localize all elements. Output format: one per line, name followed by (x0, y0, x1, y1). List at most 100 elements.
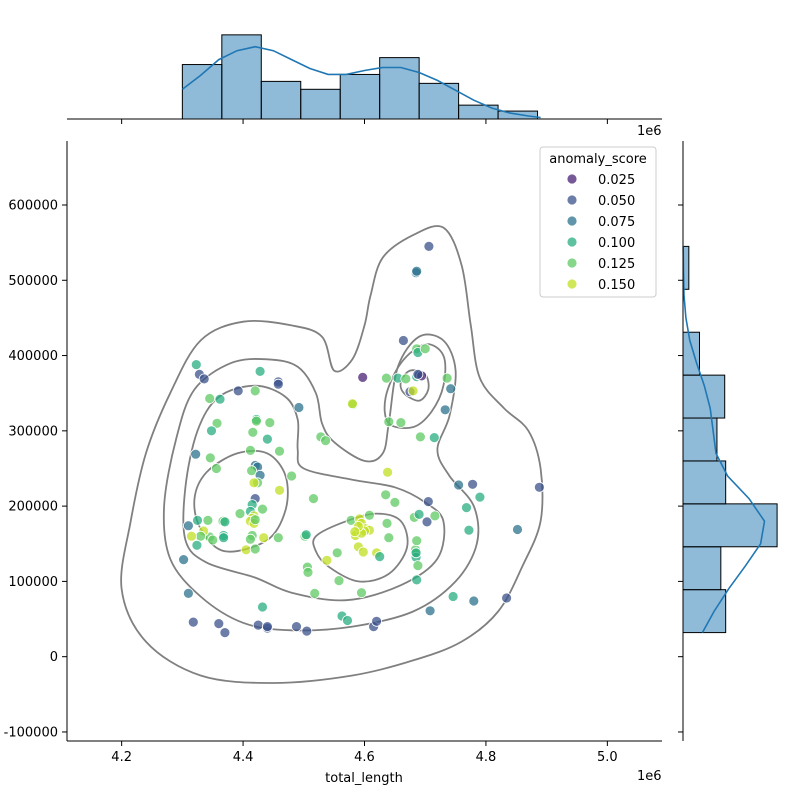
scatter-point (192, 515, 203, 526)
scatter-point (447, 591, 459, 602)
scatter-point (232, 385, 244, 397)
scatter-point (250, 415, 262, 427)
scatter-point (331, 547, 343, 559)
x-tick-label: 4.8 (476, 750, 497, 765)
histogram-bar (458, 104, 499, 120)
scatter-point (357, 546, 369, 558)
scatter-point (411, 265, 423, 277)
scatter-point (395, 417, 407, 429)
scatter-point (422, 496, 434, 508)
scatter-point (383, 532, 395, 544)
histogram-bar (221, 34, 262, 120)
legend-label: 0.150 (598, 278, 635, 293)
histogram-bar (682, 460, 727, 505)
scatter-point (381, 518, 393, 529)
scatter-point (234, 508, 246, 519)
y-tick-label: 300000 (8, 424, 58, 439)
scatter-point (356, 587, 367, 599)
scatter-point (272, 532, 284, 544)
scatter-point (206, 425, 217, 437)
legend-marker (566, 215, 578, 227)
scatter-point (441, 372, 453, 384)
scatter-point (445, 383, 457, 395)
scatter-point (204, 393, 216, 404)
histogram-bar (260, 80, 302, 120)
scatter-point (320, 435, 332, 447)
scatter-point (249, 543, 261, 555)
scatter-point (195, 530, 207, 542)
scatter-point (389, 496, 401, 508)
scatter-point (468, 595, 480, 607)
scatter-point (374, 551, 386, 562)
scatter-point (249, 385, 261, 397)
scatter-point (182, 520, 194, 532)
kde-contour-line (312, 512, 409, 583)
legend-label: 0.075 (598, 215, 635, 230)
scatter-point (300, 529, 312, 541)
scatter-point (246, 465, 258, 477)
scatter-point (302, 567, 314, 578)
scatter-point (474, 491, 486, 503)
scatter-point (186, 530, 197, 542)
scatter-point (380, 489, 392, 501)
scatter-point (214, 393, 226, 405)
scatter-point (321, 554, 333, 566)
scatter-point (439, 404, 451, 416)
scatter-point (411, 535, 423, 547)
legend-marker (566, 278, 578, 290)
x-offset-label-main: 1e6 (637, 769, 662, 784)
marginal-x-histogram (181, 34, 541, 120)
scatter-point (423, 240, 435, 252)
scatter-point (210, 463, 222, 474)
y-tick-label: 200000 (8, 500, 58, 515)
scatter-point (240, 544, 252, 556)
scatter-point (198, 373, 210, 385)
scatter-point (412, 368, 424, 380)
x-tick-label: 4.2 (111, 750, 132, 765)
scatter-point (407, 385, 419, 397)
histogram-bar (682, 374, 726, 419)
scatter-point (419, 343, 431, 355)
y-tick-label: 600000 (8, 198, 58, 213)
histogram-bar (682, 417, 718, 462)
legend-marker (566, 194, 578, 206)
scatter-point (213, 618, 225, 629)
scatter-point (400, 373, 412, 385)
histogram-bar (181, 64, 223, 120)
y-tick-label: 500000 (8, 274, 58, 289)
legend-title: anomaly_score (549, 152, 647, 167)
scatter-point (190, 359, 202, 371)
scatter-point (371, 615, 383, 627)
scatter-point (424, 605, 436, 617)
scatter-point (257, 503, 268, 515)
legend-label: 0.125 (598, 257, 635, 272)
legend-label: 0.050 (598, 194, 635, 209)
scatter-point (429, 510, 441, 522)
scatter-point (346, 398, 358, 410)
scatter-point (202, 515, 214, 526)
scatter-point (261, 433, 273, 445)
scatter-point (412, 560, 424, 571)
marginal-y-kde-line (682, 246, 766, 633)
scatter-point (501, 592, 513, 604)
scatter-point (382, 466, 394, 478)
legend-marker (566, 173, 578, 185)
marginal-y-histogram (682, 245, 778, 634)
scatter-point (211, 417, 223, 429)
scatter-point (293, 402, 305, 413)
scatter-point (249, 514, 261, 526)
scatter-point (272, 378, 284, 390)
axes: 4.2 4.4 4.6 4.8 5.0 -100000 0 100000 200000 30000… (4, 118, 684, 765)
scatter-point (218, 532, 230, 544)
scatter-point (397, 335, 409, 346)
legend-label: 0.025 (598, 173, 635, 188)
scatter-point (363, 509, 375, 521)
x-axis-label: total_length (325, 771, 403, 786)
scatter-point (421, 516, 433, 528)
scatter-point (244, 533, 256, 545)
kde-contours (120, 225, 544, 684)
legend-marker (566, 236, 578, 248)
marginal-x-kde-line (181, 45, 541, 119)
scatter-point (248, 477, 260, 489)
